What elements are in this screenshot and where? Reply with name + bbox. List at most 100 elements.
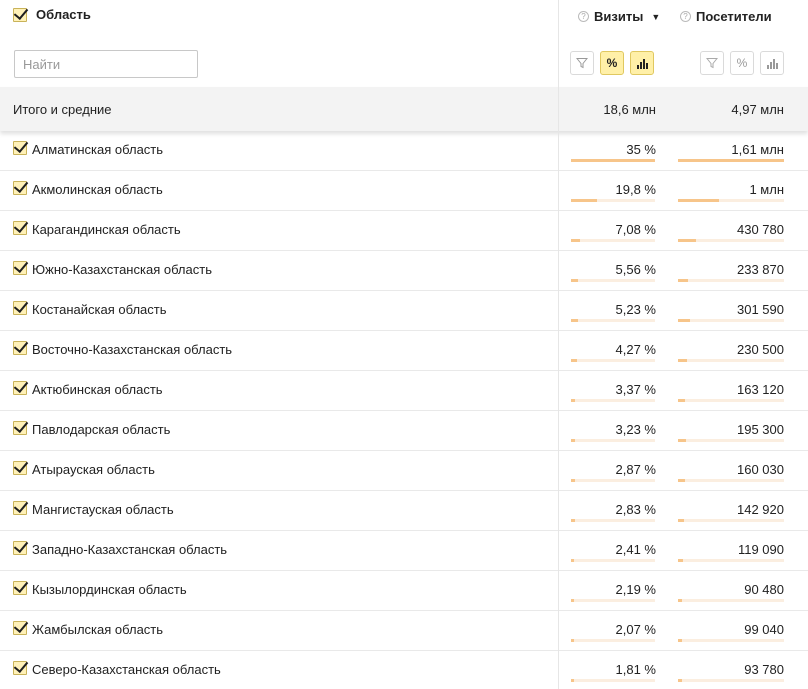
table-row[interactable]: Восточно-Казахстанская область 4,27 % 230 … — [0, 331, 808, 371]
row-checkbox[interactable] — [13, 461, 27, 475]
region-name[interactable]: Южно-Казахстанская область — [32, 262, 212, 277]
column-divider — [558, 0, 559, 689]
visitors-share-fill — [678, 319, 690, 322]
visits-value: 2,83 % — [615, 502, 656, 517]
percent-label: % — [736, 56, 748, 70]
visits-share-fill — [571, 479, 575, 482]
visits-label: Визиты — [594, 9, 644, 24]
row-checkbox[interactable] — [13, 181, 27, 195]
table-row[interactable]: Северо-Казахстанская область 1,81 % 93 780 — [0, 651, 808, 689]
region-name[interactable]: Западно-Казахстанская область — [32, 542, 228, 557]
visitors-value: 1 млн — [749, 182, 784, 197]
visitors-value: 195 300 — [737, 422, 784, 437]
row-checkbox[interactable] — [13, 341, 27, 355]
region-name[interactable]: Актюбинская область — [32, 382, 163, 397]
visitors-share-fill — [678, 559, 683, 562]
table-row[interactable]: Кызылординская область 2,19 % 90 480 — [0, 571, 808, 611]
region-name[interactable]: Мангистауская область — [32, 502, 174, 517]
visits-share-bar — [571, 439, 655, 442]
sort-desc-icon[interactable]: ▼ — [651, 11, 661, 22]
totals-label: Итого и средние — [13, 102, 112, 117]
table-row[interactable]: Западно-Казахстанская область 2,41 % 119 0… — [0, 531, 808, 571]
visitors-share-fill — [678, 279, 688, 282]
visitors-share-bar — [678, 359, 784, 362]
row-checkbox[interactable] — [13, 141, 27, 155]
region-name[interactable]: Павлодарская область — [32, 422, 171, 437]
row-checkbox[interactable] — [13, 301, 27, 315]
visits-share-bar — [571, 159, 655, 162]
visitors-value: 163 120 — [737, 382, 784, 397]
percent-toggle[interactable]: % — [600, 51, 624, 75]
visitors-value: 430 780 — [737, 222, 784, 237]
visitors-share-bar — [678, 519, 784, 522]
table-header: Область ? Визиты ▼ ? Посетители % — [0, 0, 808, 87]
region-name[interactable]: Кызылординская область — [32, 582, 187, 597]
region-name[interactable]: Восточно-Казахстанская область — [32, 342, 233, 357]
row-checkbox[interactable] — [13, 261, 27, 275]
row-checkbox[interactable] — [13, 541, 27, 555]
visits-share-bar — [571, 559, 655, 562]
help-icon[interactable]: ? — [680, 11, 691, 22]
search-input[interactable] — [14, 50, 198, 78]
visitors-column-header[interactable]: ? Посетители — [680, 9, 772, 24]
visits-value: 2,19 % — [615, 582, 656, 597]
visits-share-fill — [571, 199, 597, 202]
filter-icon[interactable] — [570, 51, 594, 75]
region-name[interactable]: Атырауская область — [32, 462, 155, 477]
table-row[interactable]: Актюбинская область 3,37 % 163 120 — [0, 371, 808, 411]
visits-column-header[interactable]: ? Визиты ▼ — [578, 9, 660, 24]
visitors-share-bar — [678, 639, 784, 642]
row-checkbox[interactable] — [13, 421, 27, 435]
percent-toggle[interactable]: % — [730, 51, 754, 75]
region-name[interactable]: Костанайская область — [32, 302, 167, 317]
region-name[interactable]: Акмолинская область — [32, 182, 163, 197]
row-checkbox[interactable] — [13, 621, 27, 635]
table-row[interactable]: Южно-Казахстанская область 5,56 % 233 870 — [0, 251, 808, 291]
visitors-share-bar — [678, 399, 784, 402]
row-checkbox[interactable] — [13, 661, 27, 675]
bar-chart-icon[interactable] — [760, 51, 784, 75]
table-row[interactable]: Мангистауская область 2,83 % 142 920 — [0, 491, 808, 531]
row-checkbox[interactable] — [13, 381, 27, 395]
visitors-share-fill — [678, 359, 687, 362]
region-name[interactable]: Карагандинская область — [32, 222, 181, 237]
region-name[interactable]: Северо-Казахстанская область — [32, 662, 221, 677]
table-row[interactable]: Павлодарская область 3,23 % 195 300 — [0, 411, 808, 451]
visitors-share-bar — [678, 199, 784, 202]
visits-share-bar — [571, 239, 655, 242]
visits-share-bar — [571, 639, 655, 642]
table-row[interactable]: Атырауская область 2,87 % 160 030 — [0, 451, 808, 491]
bar-chart-icon[interactable] — [630, 51, 654, 75]
visits-share-bar — [571, 599, 655, 602]
row-checkbox[interactable] — [13, 581, 27, 595]
table-row[interactable]: Акмолинская область 19,8 % 1 млн — [0, 171, 808, 211]
help-icon[interactable]: ? — [578, 11, 589, 22]
region-name[interactable]: Жамбылская область — [32, 622, 164, 637]
table-body: Алматинская область 35 % 1,61 млн Акмолинск… — [0, 131, 808, 689]
visits-value: 2,41 % — [615, 542, 656, 557]
table-row[interactable]: Алматинская область 35 % 1,61 млн — [0, 131, 808, 171]
visits-share-bar — [571, 279, 655, 282]
region-name[interactable]: Алматинская область — [32, 142, 164, 157]
select-all-checkbox[interactable] — [13, 7, 27, 22]
table-row[interactable]: Жамбылская область 2,07 % 99 040 — [0, 611, 808, 651]
visits-share-fill — [571, 679, 574, 682]
table-row[interactable]: Костанайская область 5,23 % 301 590 — [0, 291, 808, 331]
visitors-share-bar — [678, 599, 784, 602]
visits-share-bar — [571, 519, 655, 522]
visits-share-fill — [571, 319, 578, 322]
row-checkbox[interactable] — [13, 501, 27, 515]
row-checkbox[interactable] — [13, 221, 27, 235]
table-row[interactable]: Карагандинская область 7,08 % 430 780 — [0, 211, 808, 251]
visitors-value: 1,61 млн — [731, 142, 784, 157]
visits-share-bar — [571, 679, 655, 682]
filter-icon[interactable] — [700, 51, 724, 75]
visits-share-bar — [571, 199, 655, 202]
visitors-share-fill — [678, 599, 682, 602]
dimension-header[interactable]: Область — [13, 7, 91, 22]
visitors-share-fill — [678, 679, 682, 682]
visitors-share-fill — [678, 239, 696, 242]
totals-row: Итого и средние 18,6 млн 4,97 млн — [0, 87, 808, 131]
visits-value: 4,27 % — [615, 342, 656, 357]
